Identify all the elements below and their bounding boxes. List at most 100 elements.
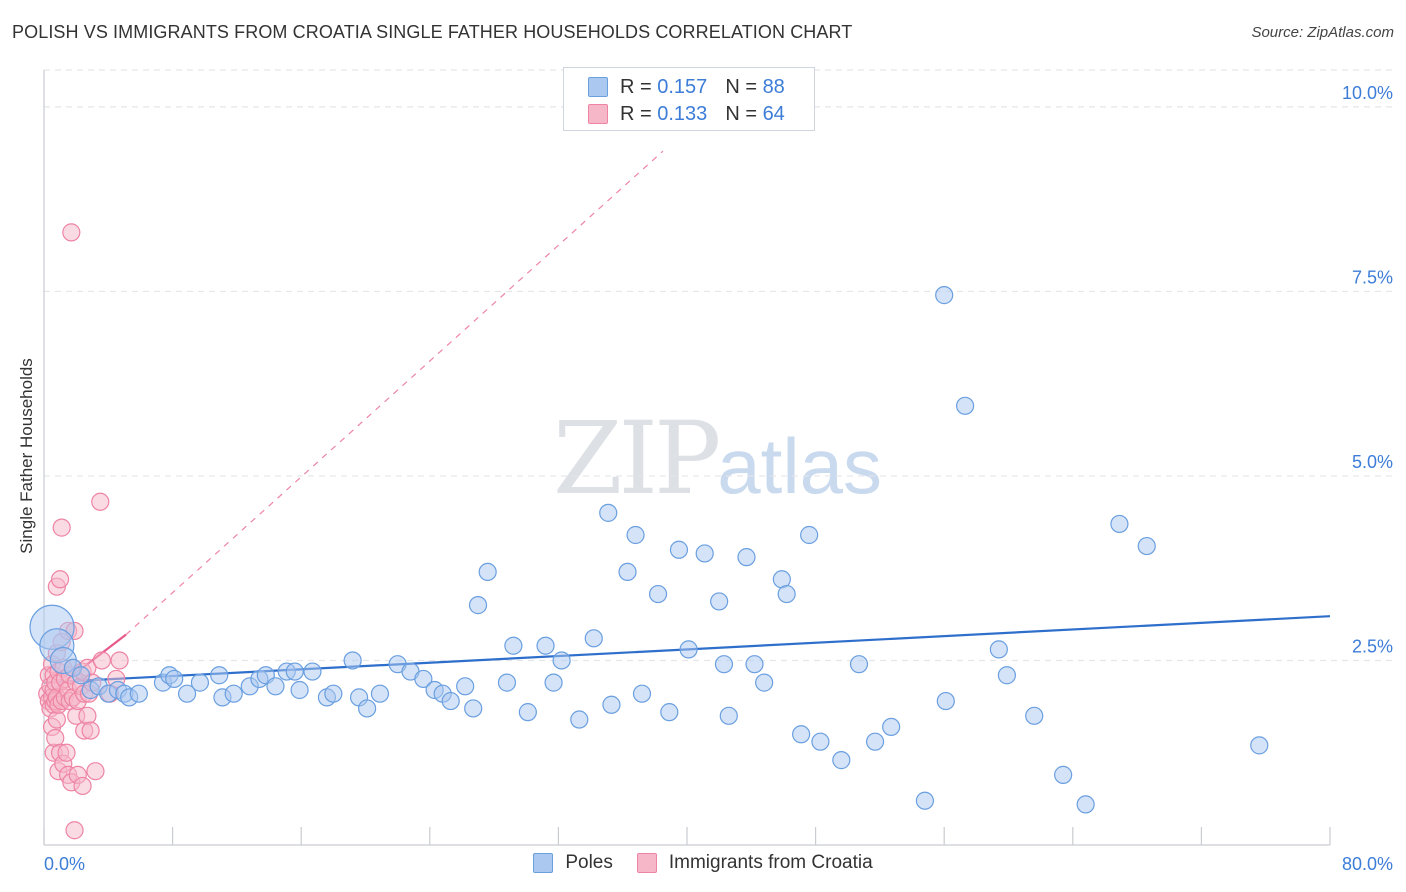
- point-poles: [570, 710, 589, 729]
- point-poles: [1110, 514, 1129, 534]
- legend-n-label: N =: [725, 102, 757, 125]
- trend-layer: [43, 150, 1331, 699]
- legend-n-value-croatia: 64: [762, 102, 785, 125]
- point-poles: [935, 286, 954, 305]
- point-poles: [464, 699, 483, 718]
- point-croatia: [62, 223, 81, 242]
- point-poles: [745, 655, 764, 674]
- point-poles: [719, 706, 738, 725]
- legend-n-label: N =: [725, 75, 757, 98]
- point-croatia: [65, 821, 84, 840]
- legend-n-value-poles: 88: [762, 75, 785, 98]
- watermark-zip: ZIP: [553, 400, 721, 517]
- correlation-legend: R = 0.157 N = 88 R = 0.133 N = 64: [563, 67, 815, 131]
- point-poles: [915, 791, 935, 810]
- point-poles: [1076, 795, 1095, 814]
- point-poles: [210, 666, 229, 685]
- grid-layer: [44, 69, 1395, 662]
- point-poles: [414, 669, 433, 689]
- point-poles: [989, 640, 1008, 659]
- point-poles: [632, 684, 652, 703]
- point-croatia: [73, 776, 92, 796]
- legend-label-croatia: Immigrants from Croatia: [668, 852, 873, 873]
- point-poles: [497, 673, 517, 692]
- point-poles: [936, 691, 955, 711]
- point-poles: [266, 677, 285, 696]
- point-poles: [358, 699, 377, 718]
- legend-r-label: R =: [620, 102, 652, 125]
- point-poles: [303, 662, 322, 681]
- legend-item-croatia[interactable]: Immigrants from Croatia: [636, 852, 873, 874]
- point-poles: [441, 691, 460, 711]
- legend-r-value-poles: 0.157: [657, 75, 708, 98]
- point-poles: [71, 666, 91, 685]
- point-croatia: [86, 762, 105, 781]
- point-poles: [679, 640, 698, 659]
- point-poles: [599, 503, 618, 522]
- y-tick-label: 5.0%: [1352, 452, 1393, 472]
- point-poles: [695, 544, 714, 563]
- point-poles: [800, 525, 819, 545]
- point-poles: [324, 684, 343, 703]
- point-poles: [792, 725, 811, 744]
- watermark: ZIPatlas: [553, 400, 882, 517]
- point-croatia: [50, 570, 70, 589]
- point-poles: [626, 525, 645, 545]
- point-croatia: [52, 518, 71, 537]
- point-poles: [714, 655, 734, 674]
- point-poles: [669, 540, 689, 559]
- point-poles: [478, 562, 497, 582]
- legend-r-label: R =: [620, 75, 652, 98]
- point-poles: [190, 673, 210, 692]
- y-tick-label: 10.0%: [1342, 83, 1393, 103]
- x-tick-label-min: 0.0%: [44, 854, 85, 874]
- legend-r-value-croatia: 0.133: [657, 102, 708, 125]
- point-croatia: [81, 721, 100, 740]
- point-poles: [224, 684, 243, 703]
- point-croatia: [78, 706, 97, 725]
- point-poles: [1054, 765, 1073, 784]
- point-poles: [165, 669, 184, 689]
- point-croatia: [92, 651, 111, 670]
- series-immigrants-from-croatia: [38, 223, 129, 840]
- legend-row-poles: R = 0.157 N = 88: [588, 75, 785, 99]
- point-poles: [955, 396, 975, 415]
- point-poles: [755, 673, 774, 692]
- point-poles: [129, 684, 148, 703]
- x-tick-label-max: 80.0%: [1342, 854, 1393, 874]
- point-poles: [370, 684, 390, 703]
- legend-swatch-poles: [533, 853, 554, 873]
- point-poles: [710, 592, 729, 611]
- point-poles: [648, 584, 668, 604]
- point-poles: [544, 673, 563, 692]
- y-axis-title: Single Father Households: [17, 358, 36, 554]
- point-poles: [504, 636, 523, 655]
- point-poles: [849, 655, 869, 674]
- legend-label-poles: Poles: [565, 852, 613, 873]
- point-poles: [660, 703, 679, 722]
- legend-swatch-croatia: [588, 104, 608, 124]
- legend-item-poles[interactable]: Poles: [533, 852, 613, 874]
- point-poles: [584, 629, 603, 648]
- point-croatia: [91, 492, 110, 511]
- point-croatia: [110, 651, 129, 670]
- legend-row-croatia: R = 0.133 N = 64: [588, 102, 785, 126]
- legend-swatch-poles: [588, 77, 608, 97]
- point-poles: [536, 636, 555, 655]
- point-poles: [1250, 736, 1269, 755]
- point-poles: [518, 703, 537, 722]
- legend-swatch-croatia: [636, 853, 657, 873]
- chart-title: POLISH VS IMMIGRANTS FROM CROATIA SINGLE…: [12, 22, 853, 42]
- point-poles: [811, 732, 830, 751]
- point-croatia: [57, 743, 76, 762]
- point-poles: [882, 717, 901, 737]
- point-poles: [865, 732, 885, 751]
- y-tick-label: 2.5%: [1352, 636, 1393, 656]
- series-legend: Poles Immigrants from Croatia: [0, 852, 1406, 874]
- point-poles: [602, 695, 621, 714]
- point-poles: [177, 684, 197, 703]
- watermark-atlas: atlas: [717, 422, 883, 510]
- point-poles: [1137, 536, 1156, 556]
- point-poles: [456, 677, 475, 696]
